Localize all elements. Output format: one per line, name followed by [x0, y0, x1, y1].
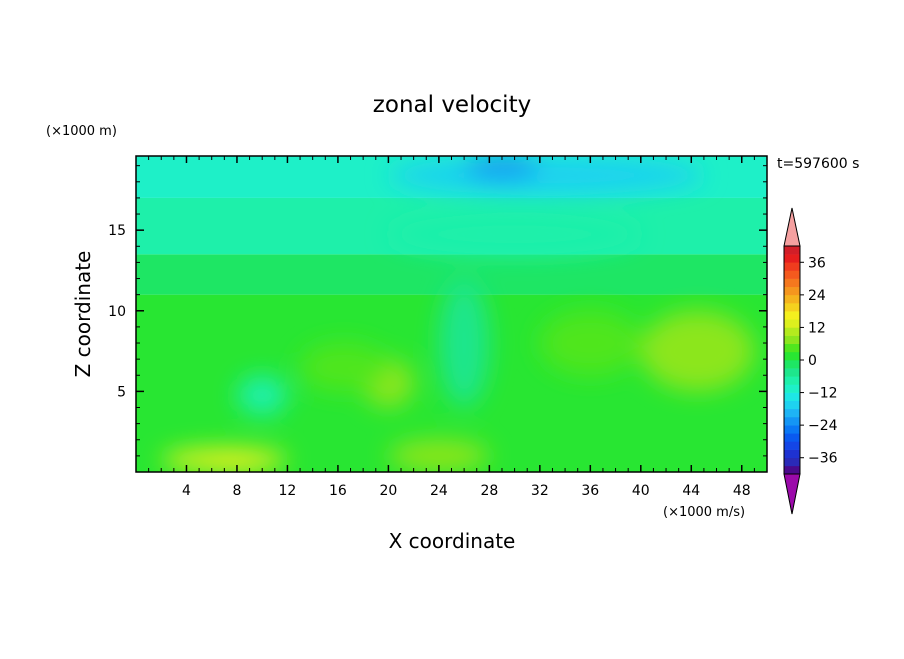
colorbar-segment: [784, 319, 800, 328]
colorbar-tick-label: 36: [808, 255, 826, 271]
colorbar-segment: [784, 360, 800, 369]
y-tick-label: 15: [108, 223, 126, 239]
x-tick-label: 16: [329, 483, 347, 499]
colorbar-segment: [784, 400, 800, 410]
x-tick-label: 32: [531, 483, 549, 499]
colorbar-tick-label: −36: [808, 451, 838, 467]
colorbar-segment: [784, 449, 800, 459]
colorbar-segment: [784, 294, 800, 304]
colorbar-under-arrow: [783, 473, 801, 515]
colorbar-segment: [784, 254, 800, 263]
colorbar-segment: [784, 303, 800, 312]
colorbar: 36 24 12 0 −12 −24 −36: [783, 207, 838, 515]
field-region: [300, 343, 389, 392]
y-tick-label: 5: [117, 384, 126, 400]
colorbar-segment: [784, 465, 800, 475]
x-axis-label: X coordinate: [389, 529, 516, 553]
y-tick-label: 10: [108, 304, 126, 320]
velocity-field: [136, 156, 767, 472]
x-tick-label: 44: [682, 483, 700, 499]
colorbar-segment: [784, 327, 800, 336]
colorbar-segment: [784, 417, 800, 426]
colorbar-segment: [784, 392, 800, 402]
plot-area: [135, 155, 768, 473]
x-tick-label: 24: [430, 483, 448, 499]
x-tick-label: 8: [232, 483, 241, 499]
field-region: [388, 214, 641, 255]
x-tick-label: 20: [379, 483, 397, 499]
colorbar-tick-label: 12: [808, 320, 826, 336]
field-regions: [161, 156, 755, 472]
x-tick-label: 12: [279, 483, 297, 499]
colorbar-over-arrow: [783, 207, 801, 247]
colorbar-tick-label: 24: [808, 288, 826, 304]
colorbar-tick-label: −12: [808, 386, 838, 402]
colorbar-segment: [784, 408, 800, 418]
x-tick-label: 28: [480, 483, 498, 499]
field-region: [388, 156, 704, 195]
colorbar-segment: [784, 457, 800, 467]
field-region: [236, 375, 288, 416]
colorbar-segment: [784, 343, 800, 353]
colorbar-segment: [784, 376, 800, 385]
field-region: [464, 156, 540, 179]
y-axis-label: Z coordinate: [71, 251, 95, 378]
x-unit-label: (×1000 m/s): [663, 505, 745, 520]
colorbar-segment: [784, 270, 800, 279]
colorbar-tick-label: 0: [808, 353, 817, 369]
colorbar-segment: [784, 335, 800, 345]
field-region: [539, 310, 641, 376]
time-label: t=597600 s: [777, 156, 859, 172]
colorbar-segment: [784, 368, 800, 377]
field-region: [640, 310, 755, 392]
colorbar-segment: [784, 278, 800, 288]
colorbar-segment: [784, 246, 800, 255]
x-axis: 4 8 12 16 20 24 28 32 36 40 44 48: [148, 156, 755, 499]
colorbar-segment: [784, 433, 800, 442]
colorbar-tick-label: −24: [808, 418, 838, 434]
colorbar-segment: [784, 262, 800, 271]
chart-title: zonal velocity: [373, 92, 531, 118]
colorbar-segment: [784, 286, 800, 296]
field-region: [438, 278, 490, 408]
colorbar-segment: [784, 311, 800, 320]
field-region: [388, 439, 490, 472]
x-tick-label: 48: [733, 483, 751, 499]
y-axis: 5 10 15: [108, 165, 767, 457]
y-unit-label: (×1000 m): [46, 124, 117, 139]
colorbar-segment: [784, 441, 800, 450]
colorbar-segment: [784, 384, 800, 393]
colorbar-segment: [784, 425, 800, 434]
colorbar-segment: [784, 351, 800, 361]
x-tick-label: 40: [632, 483, 650, 499]
x-tick-label: 4: [182, 483, 191, 499]
x-tick-label: 36: [581, 483, 599, 499]
